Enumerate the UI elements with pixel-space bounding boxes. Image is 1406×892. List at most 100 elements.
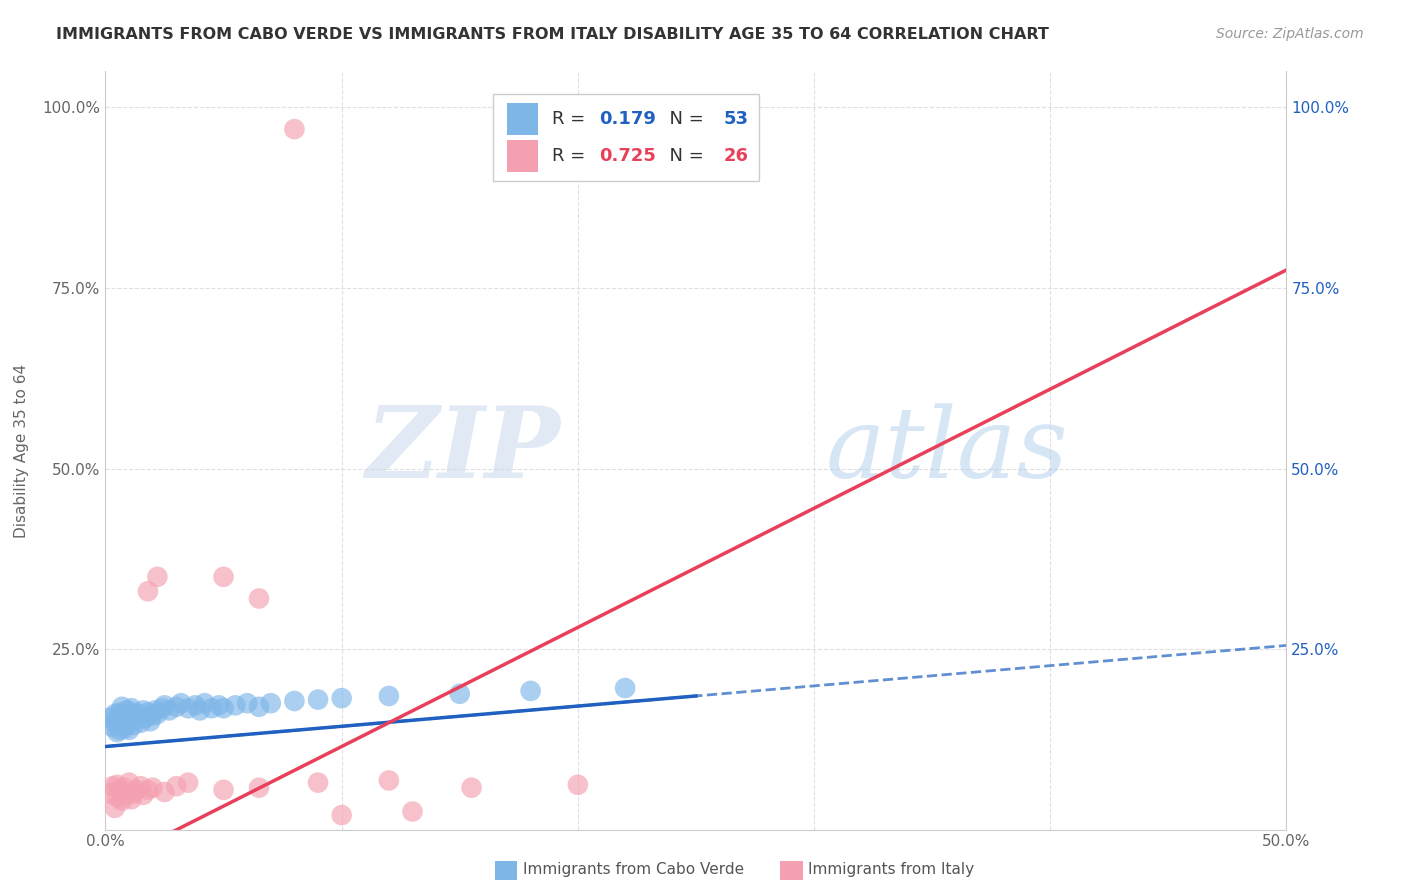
Point (104, 801, 127, 815)
Text: 26: 26 (723, 147, 748, 165)
Point (519, 684, 541, 698)
Point (165, 699, 187, 714)
Text: atlas: atlas (825, 403, 1069, 498)
Point (112, 708, 135, 723)
Point (132, 703, 155, 717)
Point (460, 780, 482, 795)
Point (136, 782, 159, 797)
Point (104, 706, 127, 721)
Point (201, 701, 224, 715)
Point (120, 701, 142, 715)
Point (142, 708, 165, 723)
FancyBboxPatch shape (508, 103, 537, 135)
Point (115, 703, 138, 717)
Point (236, 696, 259, 710)
Point (115, 718, 138, 732)
Y-axis label: Disability Age 35 to 64: Disability Age 35 to 64 (14, 363, 28, 538)
Point (146, 706, 169, 721)
Point (129, 779, 152, 793)
Point (212, 782, 235, 797)
Text: N =: N = (658, 147, 710, 165)
Point (212, 701, 235, 715)
Point (153, 785, 176, 799)
Point (112, 722, 135, 736)
Point (120, 714, 142, 729)
FancyBboxPatch shape (494, 95, 759, 181)
Point (98, 787, 121, 801)
Point (247, 591, 270, 606)
Point (129, 715, 152, 730)
Point (105, 778, 128, 792)
Point (104, 715, 127, 730)
FancyBboxPatch shape (508, 140, 537, 172)
Point (98, 711, 121, 725)
Point (112, 780, 135, 795)
Point (115, 788, 138, 802)
Point (139, 714, 162, 729)
Point (122, 706, 145, 720)
Point (330, 691, 353, 706)
Point (101, 779, 124, 793)
Text: Immigrants from Italy: Immigrants from Italy (808, 863, 974, 877)
Point (105, 790, 128, 805)
Point (135, 711, 157, 725)
Point (188, 703, 211, 717)
Text: R =: R = (553, 147, 591, 165)
Point (111, 794, 134, 808)
Point (378, 689, 401, 703)
Point (247, 780, 270, 795)
Point (283, 694, 305, 708)
Point (208, 698, 231, 713)
Point (118, 723, 141, 737)
Text: N =: N = (658, 110, 710, 128)
Point (212, 570, 235, 584)
Point (105, 725, 128, 739)
Text: 0.179: 0.179 (599, 110, 657, 128)
Point (165, 779, 187, 793)
Point (153, 698, 176, 713)
Point (177, 701, 200, 715)
Point (136, 584, 159, 599)
Point (128, 706, 150, 721)
Point (101, 720, 124, 734)
Point (401, 805, 423, 819)
Point (177, 775, 200, 789)
Point (614, 681, 637, 695)
Point (157, 703, 180, 717)
Point (108, 706, 131, 720)
Point (330, 808, 353, 822)
Point (108, 723, 131, 737)
Point (378, 773, 401, 788)
Point (122, 787, 145, 801)
Text: Immigrants from Cabo Verde: Immigrants from Cabo Verde (523, 863, 744, 877)
Text: 53: 53 (723, 110, 748, 128)
Point (111, 699, 134, 714)
Point (136, 706, 159, 720)
Text: IMMIGRANTS FROM CABO VERDE VS IMMIGRANTS FROM ITALY DISABILITY AGE 35 TO 64 CORR: IMMIGRANTS FROM CABO VERDE VS IMMIGRANTS… (56, 27, 1049, 42)
Point (111, 715, 134, 730)
Point (567, 778, 589, 792)
Point (146, 570, 169, 584)
Point (307, 775, 329, 789)
Point (283, 122, 305, 136)
Point (170, 696, 193, 710)
Point (125, 782, 148, 797)
Point (132, 788, 155, 802)
Point (184, 698, 207, 713)
Text: ZIP: ZIP (366, 402, 560, 499)
Point (260, 696, 283, 710)
Text: R =: R = (553, 110, 591, 128)
Point (150, 701, 173, 715)
Point (108, 782, 131, 797)
Point (449, 687, 471, 701)
Point (307, 692, 329, 706)
Point (105, 713, 128, 727)
Text: 0.725: 0.725 (599, 147, 657, 165)
Point (125, 711, 148, 725)
Point (118, 775, 141, 789)
Text: Source: ZipAtlas.com: Source: ZipAtlas.com (1216, 27, 1364, 41)
Point (143, 703, 166, 717)
Point (194, 696, 217, 710)
Point (224, 698, 246, 713)
Point (118, 711, 141, 725)
